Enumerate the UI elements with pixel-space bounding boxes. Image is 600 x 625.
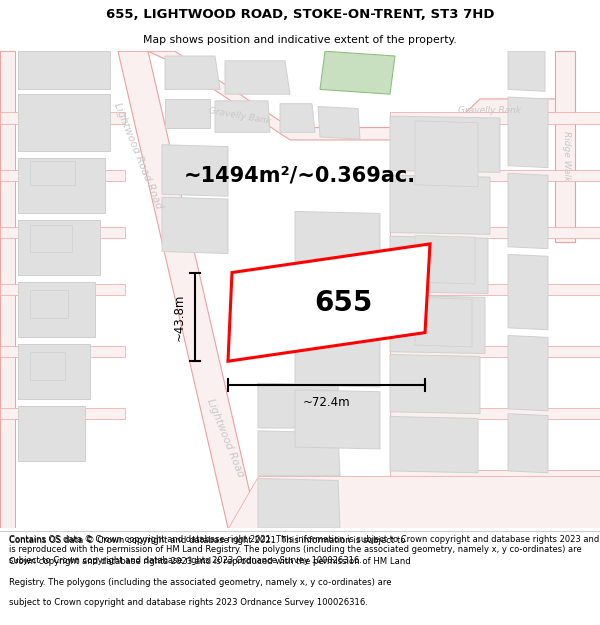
Polygon shape	[508, 173, 548, 249]
Polygon shape	[390, 416, 478, 472]
Polygon shape	[390, 112, 600, 124]
Polygon shape	[162, 145, 228, 196]
Polygon shape	[390, 236, 488, 294]
Text: Gravelly Bank: Gravelly Bank	[208, 106, 272, 126]
Polygon shape	[0, 284, 125, 296]
Polygon shape	[228, 476, 600, 528]
Polygon shape	[508, 336, 548, 411]
Polygon shape	[162, 197, 228, 254]
Text: Crown copyright and database rights 2023 and is reproduced with the permission o: Crown copyright and database rights 2023…	[9, 557, 411, 566]
Polygon shape	[0, 169, 125, 181]
Text: Registry. The polygons (including the associated geometry, namely x, y co-ordina: Registry. The polygons (including the as…	[9, 578, 392, 586]
Text: subject to Crown copyright and database rights 2023 Ordnance Survey 100026316.: subject to Crown copyright and database …	[9, 598, 368, 608]
Polygon shape	[0, 346, 125, 358]
Polygon shape	[18, 158, 105, 213]
Polygon shape	[508, 254, 548, 330]
Text: ~72.4m: ~72.4m	[302, 396, 350, 409]
Polygon shape	[415, 236, 475, 284]
Polygon shape	[165, 56, 220, 89]
Polygon shape	[30, 225, 72, 251]
Polygon shape	[508, 414, 548, 472]
Polygon shape	[225, 61, 290, 94]
Polygon shape	[295, 328, 380, 387]
Polygon shape	[18, 344, 90, 399]
Polygon shape	[148, 51, 560, 140]
Polygon shape	[555, 51, 575, 242]
Polygon shape	[390, 284, 600, 296]
Polygon shape	[30, 161, 75, 185]
Polygon shape	[0, 227, 125, 238]
Text: Contains OS data © Crown copyright and database right 2021. This information is : Contains OS data © Crown copyright and d…	[9, 535, 599, 565]
Polygon shape	[30, 352, 65, 380]
Polygon shape	[0, 112, 125, 124]
Polygon shape	[18, 220, 100, 276]
Text: ~43.8m: ~43.8m	[173, 293, 185, 341]
Polygon shape	[18, 94, 110, 151]
Polygon shape	[215, 101, 270, 132]
Text: 655, LIGHTWOOD ROAD, STOKE-ON-TRENT, ST3 7HD: 655, LIGHTWOOD ROAD, STOKE-ON-TRENT, ST3…	[106, 8, 494, 21]
Polygon shape	[318, 107, 360, 139]
Polygon shape	[30, 290, 68, 318]
Text: Contains OS data © Crown copyright and database right 2021. This information is : Contains OS data © Crown copyright and d…	[9, 536, 406, 545]
Polygon shape	[0, 51, 15, 528]
Polygon shape	[390, 354, 480, 414]
Polygon shape	[390, 169, 600, 181]
Polygon shape	[390, 346, 600, 358]
Polygon shape	[280, 104, 315, 132]
Polygon shape	[320, 51, 395, 94]
Polygon shape	[118, 51, 258, 528]
Polygon shape	[508, 51, 545, 91]
Text: 655: 655	[314, 289, 373, 317]
Polygon shape	[228, 244, 430, 361]
Polygon shape	[258, 479, 340, 528]
Polygon shape	[295, 211, 380, 263]
Text: Map shows position and indicative extent of the property.: Map shows position and indicative extent…	[143, 35, 457, 45]
Polygon shape	[415, 298, 472, 347]
Polygon shape	[295, 267, 380, 325]
Polygon shape	[508, 97, 548, 168]
Polygon shape	[0, 408, 125, 419]
Polygon shape	[390, 227, 600, 238]
Polygon shape	[390, 175, 490, 234]
Polygon shape	[18, 406, 85, 461]
Text: ~1494m²/~0.369ac.: ~1494m²/~0.369ac.	[184, 165, 416, 185]
Text: Gravelly Bank: Gravelly Bank	[458, 106, 521, 115]
Polygon shape	[18, 282, 95, 338]
Text: Ridge Walk: Ridge Walk	[563, 131, 571, 181]
Text: Lightwood Road: Lightwood Road	[205, 397, 245, 478]
Polygon shape	[258, 383, 340, 428]
Polygon shape	[390, 116, 500, 172]
Polygon shape	[258, 431, 340, 476]
Polygon shape	[295, 390, 380, 449]
Polygon shape	[390, 470, 600, 481]
Polygon shape	[165, 99, 210, 127]
Polygon shape	[390, 296, 485, 354]
Polygon shape	[390, 408, 600, 419]
Polygon shape	[18, 51, 110, 89]
Text: Lightwood Road Road: Lightwood Road Road	[112, 102, 164, 211]
Polygon shape	[415, 121, 478, 187]
